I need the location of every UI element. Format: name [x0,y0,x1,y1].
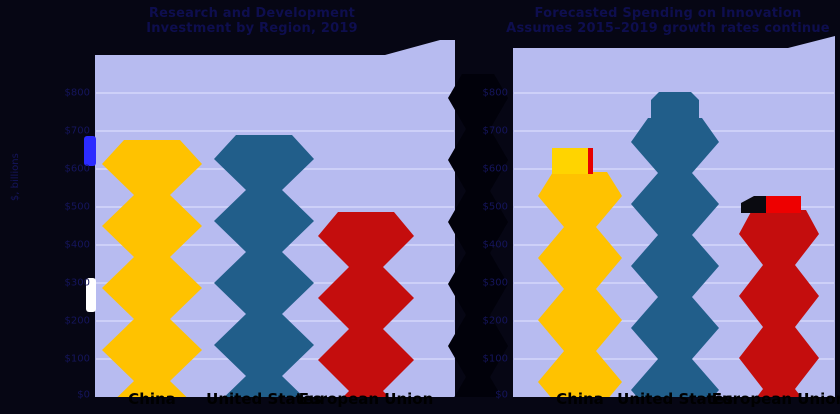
x-label-left-china: China [128,390,176,408]
left-edge-mark-0 [84,136,96,166]
bar-cap-right-united-states [651,92,699,119]
left-y-tick-500: $500 [64,201,90,213]
bar-right-european-union [739,210,819,397]
left-edge-mark-1 [86,278,96,312]
bar-cap-stripe-right-china [588,148,593,174]
left-panel-title-line2: Investment by Region, 2019 [146,21,358,36]
left-y-tick-400: $400 [64,239,90,251]
bar-left-china [102,140,202,397]
right-y-tick-400: $400 [482,239,508,251]
divider-zigzag-bar [448,74,508,397]
right-y-tick-500: $500 [482,201,508,213]
right-y-tick-300: $300 [482,277,508,289]
x-label-right-united-states: United States [617,390,733,408]
right-panel-title: Forecasted Spending on Innovation Assume… [506,6,830,36]
bar-right-china [538,172,622,397]
left-y-tick-0: $0 [77,389,90,401]
y-axis-label: $, billions [10,153,21,202]
left-y-tick-800: $800 [64,87,90,99]
bar-cap-right-european-union [766,196,801,213]
left-y-tick-300: $300 [64,277,90,289]
right-y-tick-0: $0 [495,389,508,401]
bar-right-united-states [631,118,719,397]
right-y-tick-600: $600 [482,163,508,175]
right-y-tick-700: $700 [482,125,508,137]
x-label-right-china: China [556,390,604,408]
right-panel-title-line1: Forecasted Spending on Innovation [534,6,802,21]
bar-left-european-union [318,212,414,397]
right-panel-title-line2: Assumes 2015–2019 growth rates continue [506,21,830,36]
left-y-tick-200: $200 [64,315,90,327]
left-panel-title-line1: Research and Development [148,6,356,21]
x-label-left-united-states: United States [206,390,322,408]
right-y-tick-800: $800 [482,87,508,99]
left-panel-title: Research and Development Investment by R… [146,6,358,36]
right-y-tick-200: $200 [482,315,508,327]
left-y-tick-700: $700 [64,125,90,137]
right-y-tick-100: $100 [482,353,508,365]
bar-cap-wedge-right-european-union [741,196,766,213]
bar-left-united-states [214,135,314,397]
x-label-left-european-union: European Union [298,390,434,408]
x-label-right-european-union: European Union [711,390,840,408]
left-y-tick-600: $600 [64,163,90,175]
left-y-tick-100: $100 [64,353,90,365]
bar-cap-right-china [552,148,588,174]
